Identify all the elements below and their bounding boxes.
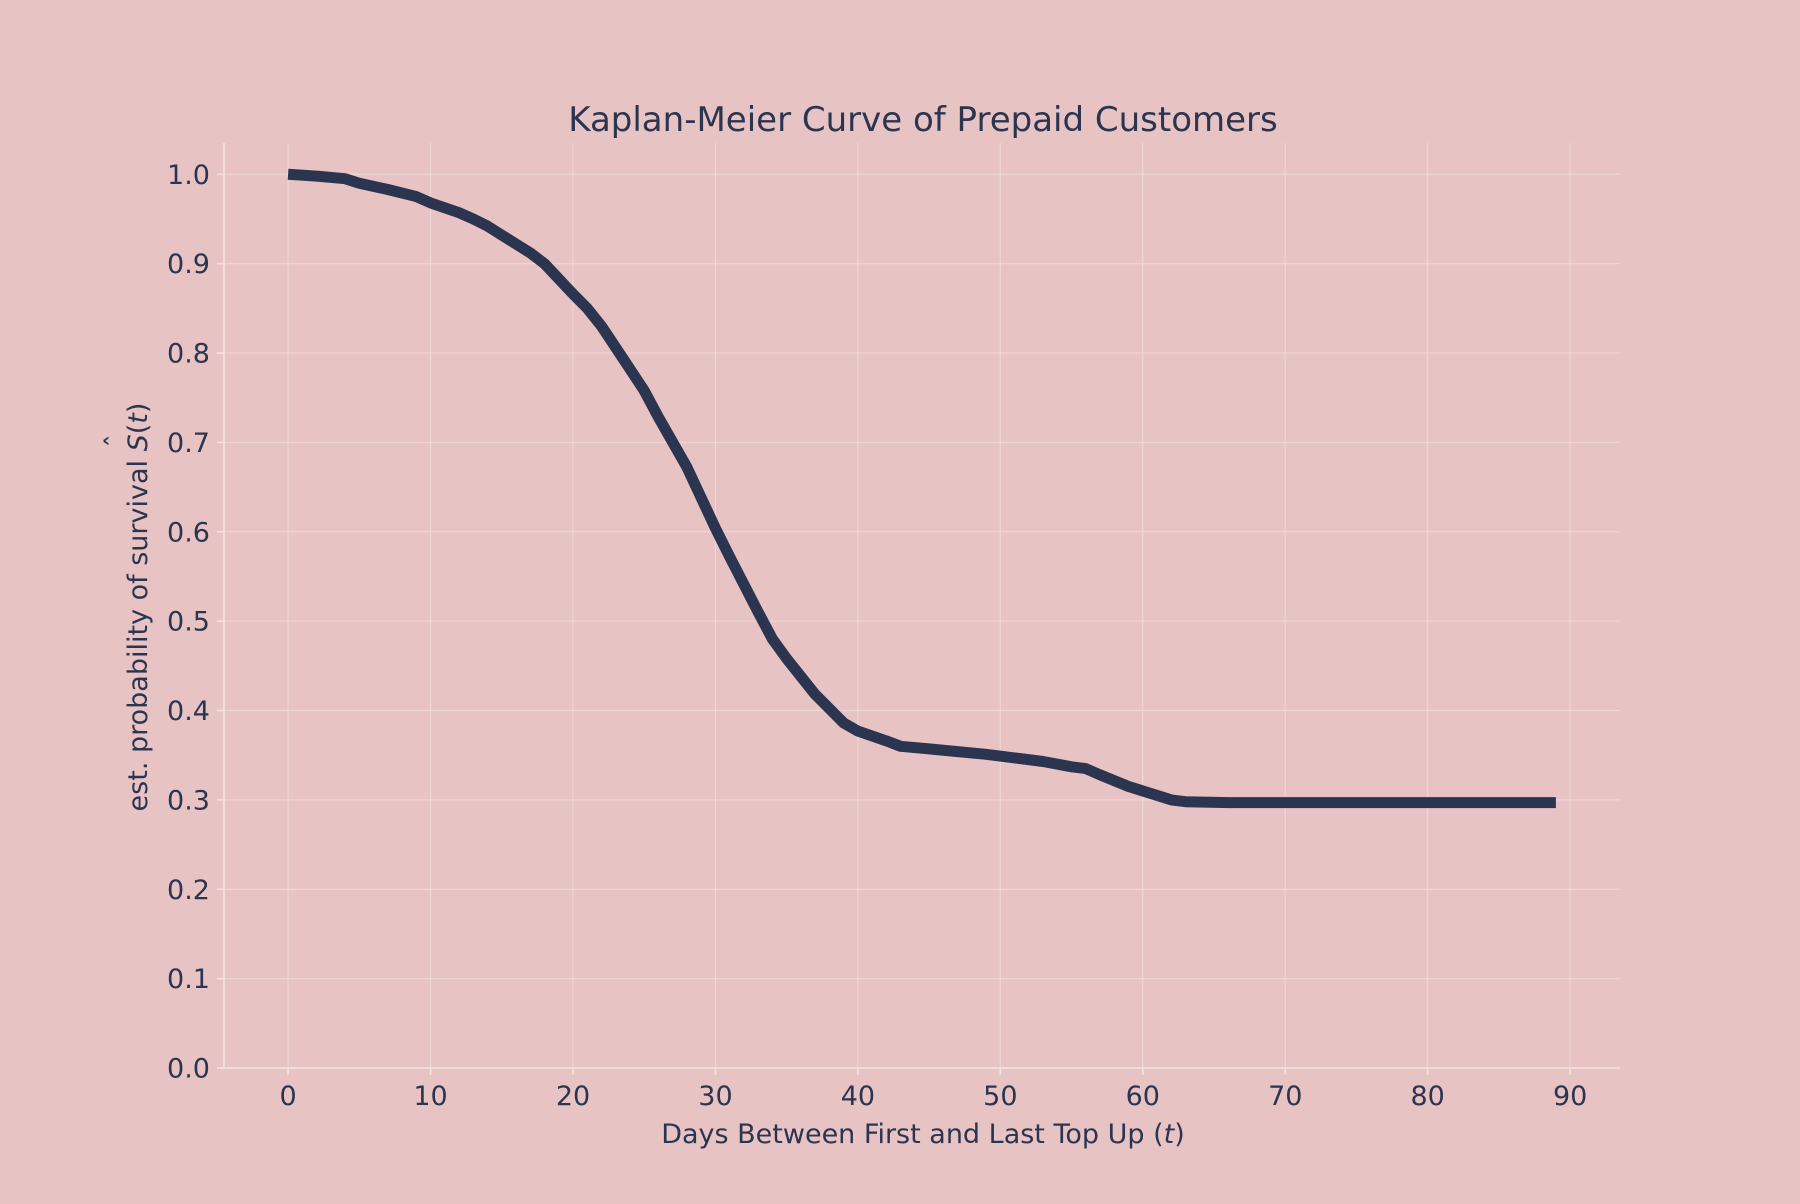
y-axis-label-arg: t xyxy=(123,412,154,424)
axes xyxy=(223,143,1620,1069)
y-tick-label: 0.4 xyxy=(167,696,210,727)
x-tick-label: 30 xyxy=(698,1081,732,1112)
y-tick-label: 1.0 xyxy=(167,160,210,191)
y-axis-label-open: ( xyxy=(123,424,154,435)
x-tick-label: 40 xyxy=(841,1081,875,1112)
y-tick-label: 0.0 xyxy=(167,1054,210,1085)
y-axis-label-space xyxy=(123,451,154,460)
grid xyxy=(224,143,1620,1069)
y-tick-label: 0.1 xyxy=(167,964,210,995)
x-axis-label: Days Between First and Last Top Up (t) xyxy=(661,1119,1185,1150)
y-axis-label-close: ) xyxy=(123,403,154,414)
x-axis-label-close: ) xyxy=(1174,1119,1185,1150)
y-tick-label: 0.6 xyxy=(167,517,210,548)
x-tick-label: 60 xyxy=(1126,1081,1160,1112)
y-tick-label: 0.3 xyxy=(167,785,210,816)
survival-curve-line xyxy=(287,168,1556,809)
y-axis-label-hat: ˆ xyxy=(101,434,132,448)
y-tick-label: 0.9 xyxy=(167,249,210,280)
x-tick-label: 90 xyxy=(1553,1081,1587,1112)
series xyxy=(287,168,1556,809)
y-tick-label: 0.7 xyxy=(167,428,210,459)
x-tick-label: 0 xyxy=(280,1081,297,1112)
y-tick-label: 0.2 xyxy=(167,875,210,906)
x-axis-label-text: Days Between First and Last Top Up xyxy=(661,1119,1144,1150)
x-tick-label: 10 xyxy=(413,1081,447,1112)
y-axis-label-text: est. probability of survival xyxy=(123,460,154,811)
y-tick-label: 0.8 xyxy=(167,339,210,370)
x-tick-label: 20 xyxy=(556,1081,590,1112)
x-tick-label: 70 xyxy=(1268,1081,1302,1112)
x-tick-label: 80 xyxy=(1411,1081,1445,1112)
x-axis-label-var: t xyxy=(1164,1119,1176,1150)
y-tick-label: 0.5 xyxy=(167,607,210,638)
y-axis-label: est. probability of survival S(t) xyxy=(123,403,154,812)
y-axis-label-var: S xyxy=(123,434,154,451)
x-tick-label: 50 xyxy=(983,1081,1017,1112)
ticks: 0 10 20 30 40 50 60 70 80 90 0.0 0.1 0.2 0.3 0.4 0.5 0.6… xyxy=(167,160,1587,1112)
chart-title: Kaplan-Meier Curve of Prepaid Customers xyxy=(568,100,1277,140)
x-axis-label-open: ( xyxy=(1145,1119,1164,1150)
